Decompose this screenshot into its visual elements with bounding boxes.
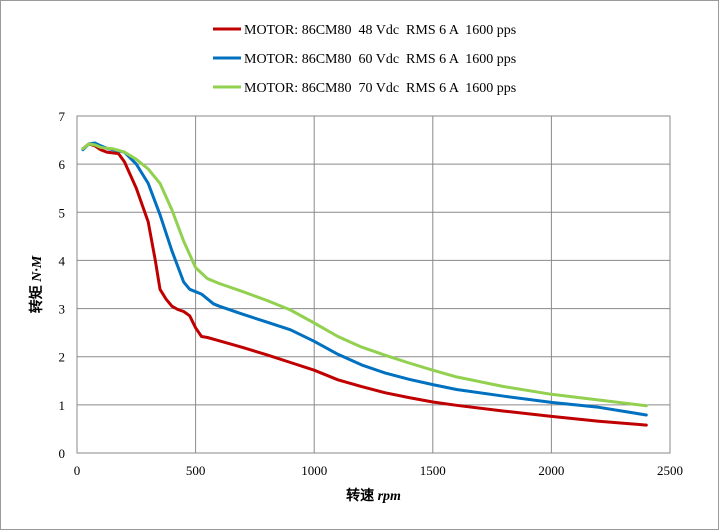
legend-label-2: MOTOR: 86CM80 60 Vdc RMS 6 A 1600 pps <box>244 52 516 67</box>
legend-label-3: MOTOR: 86CM80 70 Vdc RMS 6 A 1600 pps <box>244 81 516 96</box>
x-axis-title: 转速 rpm <box>346 487 401 504</box>
y-tick-label: 2 <box>59 350 66 365</box>
y-tick-label: 4 <box>59 253 66 268</box>
legend: MOTOR: 86CM80 48 Vdc RMS 6 A 1600 pps MOT… <box>213 23 516 96</box>
x-axis-ticks: 0 500 1000 1500 2000 2500 <box>74 463 683 478</box>
y-tick-label: 0 <box>59 446 66 461</box>
series-line-1 <box>81 142 648 427</box>
x-tick-label: 2500 <box>657 463 683 478</box>
plot-area <box>76 115 671 454</box>
y-axis-ticks: 0 1 2 3 4 5 6 7 <box>59 109 66 461</box>
y-axis-title: 转矩 N·M <box>28 255 45 313</box>
y-tick-label: 3 <box>59 302 66 317</box>
grid <box>76 115 671 454</box>
y-tick-label: 7 <box>59 109 66 124</box>
series-lines <box>81 141 648 427</box>
x-tick-label: 500 <box>186 463 206 478</box>
y-tick-label: 6 <box>59 157 66 172</box>
legend-label-1: MOTOR: 86CM80 48 Vdc RMS 6 A 1600 pps <box>244 23 516 38</box>
x-tick-label: 1000 <box>301 463 327 478</box>
x-tick-label: 2000 <box>538 463 564 478</box>
x-tick-label: 0 <box>74 463 81 478</box>
y-tick-label: 5 <box>59 205 66 220</box>
series-line-2 <box>81 141 648 417</box>
y-tick-label: 1 <box>59 398 66 413</box>
x-tick-label: 1500 <box>420 463 446 478</box>
series-line-3 <box>81 142 648 408</box>
